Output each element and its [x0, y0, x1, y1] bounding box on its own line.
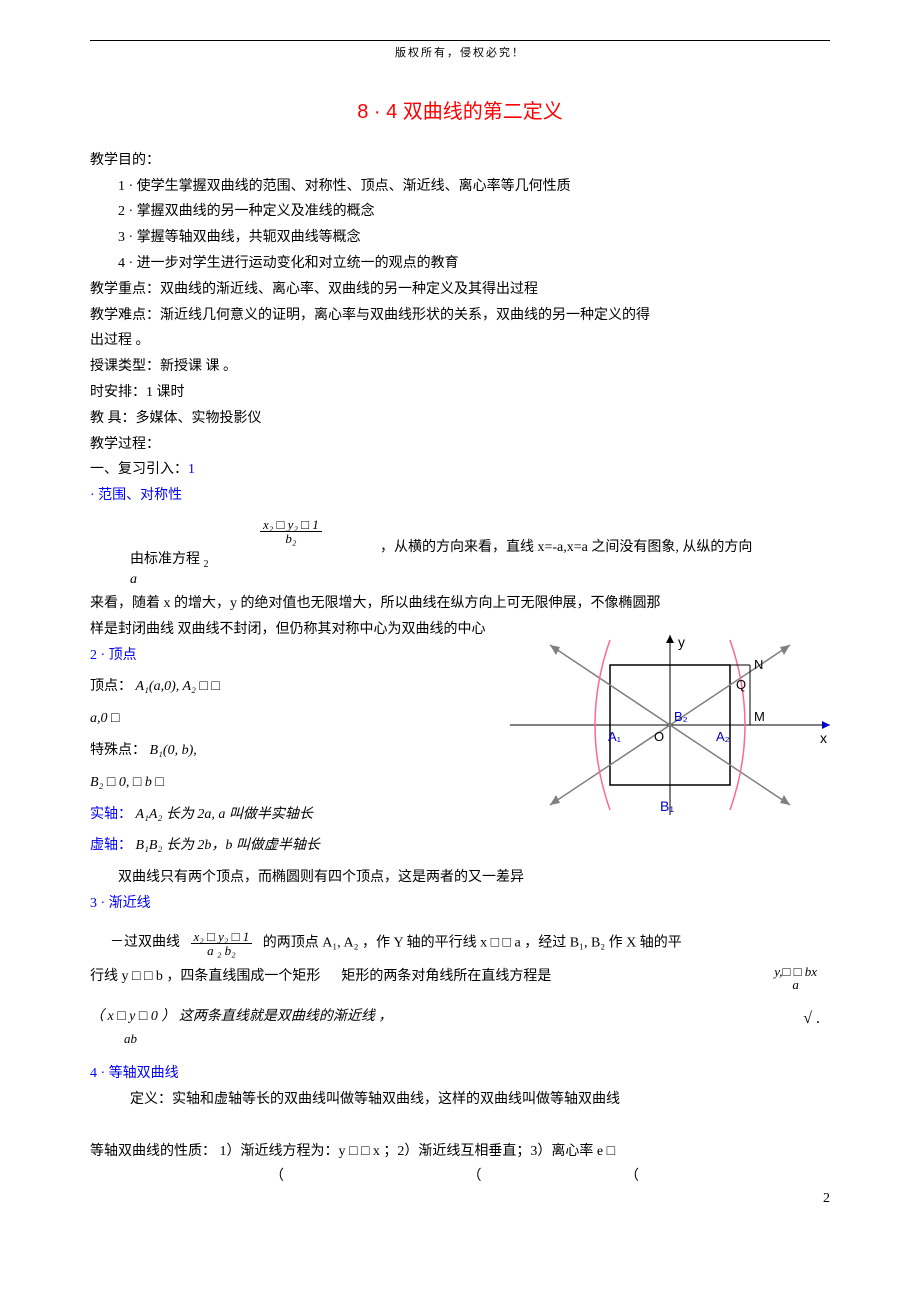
focus-label: 教学重点：	[90, 282, 160, 297]
sec3-line1a: －过双曲线	[90, 935, 180, 950]
sec3-line2: 行线 y □ □ b ，四条直线围成一个矩形 矩形的两条对角线所在直线方程是 y…	[90, 965, 830, 989]
time: 1 课时	[146, 385, 185, 400]
sec4-prop: 等轴双曲线的性质： 1）渐近线方程为：y □ □ x ；2）渐近线互相垂直；3）…	[90, 1140, 830, 1164]
purpose-label: 教学目的：	[90, 149, 830, 173]
difficulty-row: 教学难点：渐近线几何意义的证明，离心率与双曲线形状的关系，双曲线的另一种定义的得	[90, 304, 830, 328]
process-label: 教学过程：	[90, 433, 830, 457]
sec3-line1b: 的两顶点 A₁, A₂ ，作 Y 轴的平行线 x □ □ a ，经过 B₁, B…	[263, 935, 682, 950]
imag-axis-label: 虚轴：	[90, 838, 132, 853]
sec3-frac-den: a ₂ b₂	[191, 944, 253, 957]
B2-label: B₂	[674, 709, 688, 724]
sec3-line3: （ x □ y □ 0 ） 这两条直线就是双曲线的渐近线 ， √ . ab	[90, 1005, 830, 1053]
N-label: N	[754, 657, 763, 672]
review-num: 1	[188, 462, 195, 477]
class-type: 新授课 课 。	[160, 359, 237, 374]
eq1-num: x₂ □ y₂ □ 1	[260, 518, 322, 532]
y-label: y	[678, 634, 685, 650]
tool-row: 教 具：多媒体、实物投影仪	[90, 407, 830, 431]
real-axis-text: A₁A₂ 长为 2a, a 叫做半实轴长	[136, 807, 313, 822]
vertex-label: 顶点：	[90, 679, 132, 694]
two-vertex-note: 双曲线只有两个顶点，而椭圆则有四个顶点，这是两者的又一差异	[90, 866, 830, 890]
page-number: 2	[823, 1187, 830, 1211]
tool: 多媒体、实物投影仪	[136, 411, 262, 426]
sec3-line3a: （ x □ y □ 0 ） 这两条直线就是双曲线的渐近线 ，	[90, 1009, 392, 1024]
imag-axis-row: 虚轴： B₁B₂ 长为 2b，b 叫做虚半轴长	[90, 834, 830, 858]
imag-axis-text: B₁B₂ 长为 2b，b 叫做虚半轴长	[136, 838, 320, 853]
B1-label: B₁	[660, 798, 674, 814]
focus-text: 双曲线的渐近线、离心率、双曲线的另一种定义及其得出过程	[160, 282, 538, 297]
para1: 来看，随着 x 的增大，y 的绝对值也无限增大，所以曲线在纵方向上可无限伸展，不…	[90, 592, 830, 616]
special-label: 特殊点：	[90, 743, 146, 758]
sec4-paren-row: （ （ （	[90, 1165, 830, 1189]
sec3-line1: －过双曲线 x₂ □ y₂ □ 1 a ₂ b₂ 的两顶点 A₁, A₂ ，作 …	[90, 930, 830, 957]
A1-label: A₁	[608, 729, 622, 744]
x-label: x	[820, 730, 827, 746]
page-title: 8 · 4 双曲线的第二定义	[90, 95, 830, 129]
sec3-line3b: ab	[90, 1031, 137, 1046]
purpose-4: 4 · 进一步对学生进行运动变化和对立统一的观点的教育	[90, 252, 830, 276]
eq1-a: a	[130, 568, 137, 592]
sec3-rf-top: y,□ □ bx	[771, 965, 820, 978]
sec4-def: 定义：实轴和虚轴等长的双曲线叫做等轴双曲线，这样的双曲线叫做等轴双曲线	[90, 1088, 830, 1112]
review-label: 一、复习引入：	[90, 462, 188, 477]
sec4-title: 4 · 等轴双曲线	[90, 1062, 830, 1086]
A2-label: A₂	[716, 729, 730, 744]
vertex-formula: A₁(a,0), A₂ □ □	[136, 679, 220, 694]
hyperbola-diagram: y x A₁ A₂ O B₂ B₁ N Q M	[510, 625, 850, 825]
standard-eq-block: 由标准方程 2 x₂ □ y₂ □ 1 b₂ ，从横的方向来看，直线 x=-a,…	[90, 518, 830, 578]
copyright-text: 版权所有，侵权必究！	[391, 44, 529, 63]
range-sym: · 范围、对称性	[90, 484, 830, 508]
purpose-3: 3 · 掌握等轴双曲线，共轭双曲线等概念	[90, 226, 830, 250]
difficulty-label: 教学难点：	[90, 308, 160, 323]
difficulty-text2: 出过程 。	[90, 329, 830, 353]
time-label: 时安排：	[90, 385, 146, 400]
focus-row: 教学重点：双曲线的渐近线、离心率、双曲线的另一种定义及其得出过程	[90, 278, 830, 302]
sqrt-icon: √ .	[803, 1005, 820, 1032]
class-type-row: 授课类型：新授课 课 。	[90, 355, 830, 379]
Q-label: Q	[736, 677, 746, 692]
purpose-1: 1 · 使学生掌握双曲线的范围、对称性、顶点、渐近线、离心率等几何性质	[90, 175, 830, 199]
purpose-2: 2 · 掌握双曲线的另一种定义及准线的概念	[90, 200, 830, 224]
special-formula: B₁(0, b),	[150, 743, 197, 758]
sec3-rf-bot: a	[771, 978, 820, 991]
sec3-line2b: 矩形的两条对角线所在直线方程是	[341, 969, 551, 984]
review-row: 一、复习引入：1	[90, 458, 830, 482]
eq1-post: ，从横的方向来看，直线 x=-a,x=a 之间没有图象, 从纵的方向	[380, 536, 840, 560]
sec3-line2a: 行线 y □ □ b ，四条直线围成一个矩形	[90, 969, 320, 984]
eq1-den: b₂	[260, 532, 322, 545]
sec3-frac-num: x₂ □ y₂ □ 1	[191, 930, 253, 944]
eq1-pre: 由标准方程 2	[130, 548, 209, 573]
tool-label: 教 具：	[90, 411, 136, 426]
time-row: 时安排：1 课时	[90, 381, 830, 405]
M-label: M	[754, 709, 765, 724]
class-type-label: 授课类型：	[90, 359, 160, 374]
real-axis-label: 实轴：	[90, 807, 132, 822]
difficulty-text1: 渐近线几何意义的证明，离心率与双曲线形状的关系，双曲线的另一种定义的得	[160, 308, 650, 323]
sec3-title: 3 · 渐近线	[90, 892, 830, 916]
O-label: O	[654, 729, 664, 744]
